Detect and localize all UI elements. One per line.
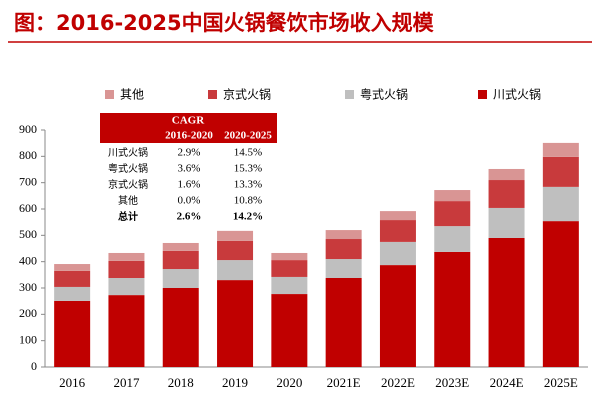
- y-tick-label: 700: [19, 174, 37, 188]
- legend-swatch: [208, 90, 217, 99]
- bar-segment: [325, 277, 362, 367]
- table-cell: 1.6%: [178, 179, 201, 191]
- bar-segment: [325, 230, 362, 240]
- table-cell: 川式火锅: [108, 146, 148, 159]
- bar-segment: [379, 220, 416, 242]
- x-tick-label: 2023E: [435, 375, 469, 390]
- y-tick-label: 500: [19, 227, 37, 241]
- bar-segment: [271, 260, 308, 277]
- bar-segment: [488, 168, 525, 181]
- table-cell: 14.2%: [233, 211, 263, 223]
- bar-segment: [379, 211, 416, 221]
- table-cell: 2.9%: [178, 147, 201, 159]
- bar-segment: [379, 241, 416, 266]
- bar-segment: [434, 190, 471, 202]
- y-tick-label: 300: [19, 280, 37, 294]
- table-cell: 13.3%: [234, 179, 262, 191]
- bar-segment: [271, 252, 308, 261]
- bar-segment: [217, 230, 254, 241]
- y-tick-label: 900: [19, 122, 37, 136]
- x-tick-label: 2024E: [490, 375, 524, 390]
- y-tick-label: 400: [19, 253, 37, 267]
- x-tick-label: 2025E: [544, 375, 578, 390]
- x-tick-label: 2018: [168, 375, 194, 390]
- bar-segment: [162, 242, 199, 251]
- bar-segment: [542, 156, 579, 187]
- bar-segment: [434, 201, 471, 227]
- bar-segment: [542, 142, 579, 157]
- x-tick-label: 2020: [276, 375, 302, 390]
- bar-segment: [217, 280, 254, 367]
- bar-segment: [54, 264, 91, 271]
- table-cell: 京式火锅: [108, 178, 148, 191]
- table-cell: 14.5%: [234, 147, 262, 159]
- bar-segment: [434, 226, 471, 252]
- legend-label: 川式火锅: [493, 87, 541, 102]
- table-cell: 3.6%: [178, 163, 201, 175]
- bar-segment: [54, 270, 91, 287]
- bar-segment: [108, 252, 145, 261]
- bar-segment: [325, 259, 362, 278]
- legend-swatch: [478, 90, 487, 99]
- table-cell: 10.8%: [234, 195, 262, 207]
- bar-segment: [162, 250, 199, 270]
- table-cell: 粤式火锅: [108, 162, 148, 175]
- bar-segment: [434, 251, 471, 367]
- bar-segment: [542, 221, 579, 367]
- bar-segment: [162, 288, 199, 367]
- legend-label: 其他: [120, 88, 144, 102]
- y-tick-label: 200: [19, 306, 37, 320]
- x-tick-label: 2016: [59, 375, 86, 390]
- table-cell: 15.3%: [234, 163, 262, 175]
- x-tick-label: 2019: [222, 375, 248, 390]
- bar-segment: [488, 237, 525, 367]
- x-tick-label: 2022E: [381, 375, 415, 390]
- bar-segment: [54, 286, 91, 301]
- bar-segment: [108, 295, 145, 367]
- table-header-bg: [100, 113, 277, 143]
- bar-segment: [488, 180, 525, 208]
- legend-swatch: [345, 90, 354, 99]
- bar-segment: [325, 239, 362, 260]
- table-column: 2020-2025: [224, 130, 272, 142]
- bar-segment: [108, 260, 145, 278]
- table-title: CAGR: [172, 115, 205, 127]
- bar-segment: [217, 260, 254, 281]
- bar-segment: [271, 276, 308, 295]
- x-tick-label: 2017: [113, 375, 140, 390]
- legend-label: 京式火锅: [223, 87, 271, 102]
- y-tick-label: 800: [19, 148, 37, 162]
- table-column: 2016-2020: [165, 130, 213, 142]
- bar-segment: [542, 186, 579, 222]
- y-tick-label: 0: [31, 359, 37, 373]
- bar-segment: [108, 277, 145, 296]
- table-cell: 0.0%: [178, 195, 201, 207]
- legend-label: 粤式火锅: [360, 87, 408, 102]
- bar-segment: [379, 265, 416, 367]
- bar-segment: [54, 300, 91, 367]
- table-cell: 总计: [118, 210, 138, 223]
- y-tick-label: 100: [19, 332, 37, 346]
- table-cell: 其他: [118, 194, 138, 207]
- bar-segment: [271, 294, 308, 367]
- table-cell: 2.6%: [177, 211, 202, 223]
- chart-title: 图：2016-2025中国火锅餐饮市场收入规模: [14, 11, 435, 35]
- y-tick-label: 600: [19, 201, 37, 215]
- bar-segment: [488, 207, 525, 238]
- x-tick-label: 2021E: [327, 375, 361, 390]
- bar-segment: [162, 269, 199, 288]
- legend-swatch: [105, 90, 114, 99]
- bar-segment: [217, 240, 254, 261]
